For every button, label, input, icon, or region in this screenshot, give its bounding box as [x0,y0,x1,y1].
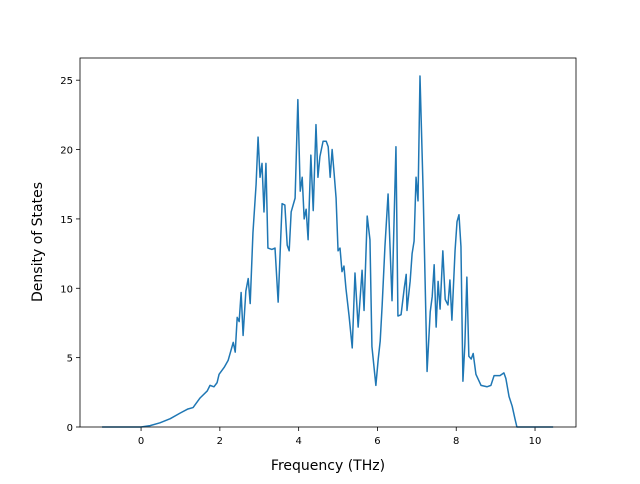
x-axis-label: Frequency (THz) [271,458,385,474]
y-tick-label: 25 [60,76,73,87]
x-tick-label: 0 [138,436,144,447]
y-tick-label: 15 [60,215,73,226]
x-tick-label: 2 [217,436,223,447]
x-tick-label: 8 [453,436,459,447]
y-tick-label: 20 [60,146,73,157]
plot-frame [79,57,577,428]
data-line [102,75,554,428]
y-tick-label: 5 [67,354,73,365]
x-tick-label: 4 [295,436,301,447]
x-tick-label: 10 [529,436,542,447]
x-tick-label: 6 [374,436,380,447]
y-tick-label: 10 [60,284,73,295]
y-tick-label: 0 [67,423,73,434]
y-axis-label: Density of States [30,182,46,302]
